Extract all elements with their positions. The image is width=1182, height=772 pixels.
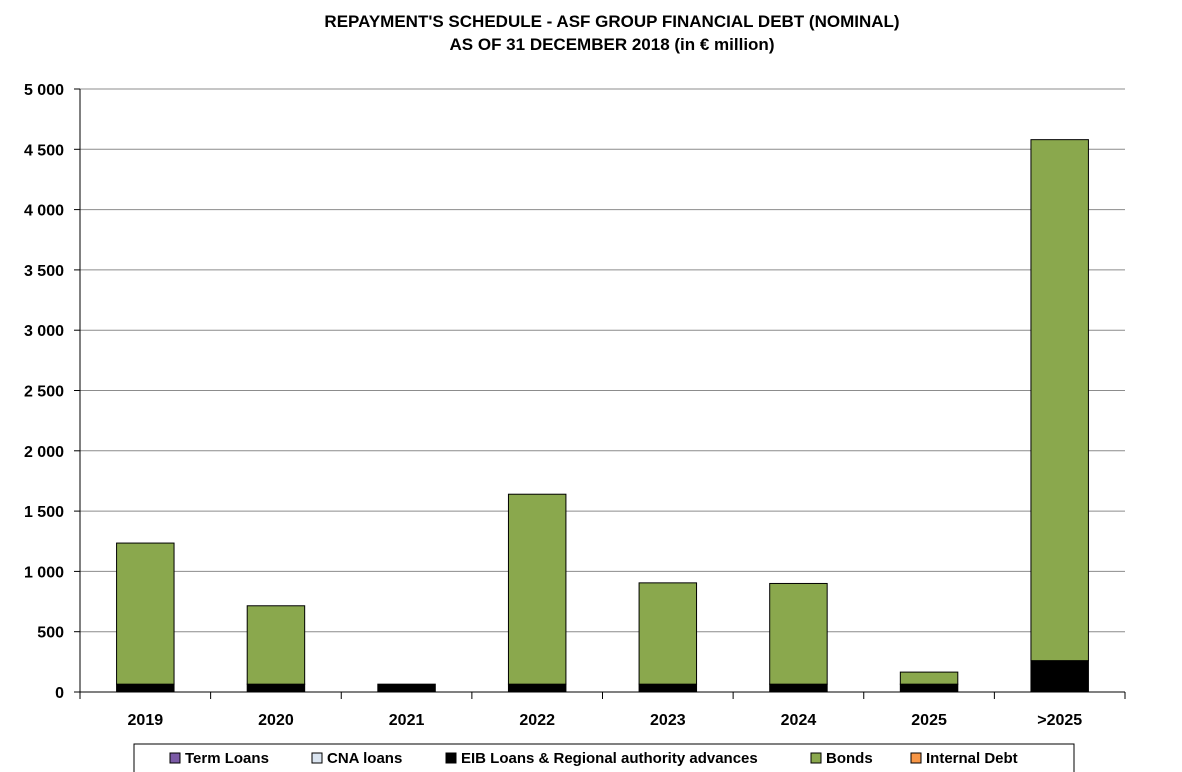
bars: [116, 139, 1089, 693]
bar-segment: [638, 582, 698, 685]
legend-label: Term Loans: [185, 750, 269, 767]
bar-segment: [899, 671, 959, 685]
x-tick-label: 2019: [128, 712, 164, 729]
bar-segment: [1030, 139, 1089, 662]
bar-segment: [246, 683, 306, 693]
bar-segment: [377, 683, 436, 693]
legend-swatch: [169, 752, 181, 764]
gridlines: [80, 88, 1125, 633]
bar-segment: [638, 683, 698, 693]
bar-segment: [1030, 660, 1089, 693]
y-tick-label: 4 500: [24, 142, 64, 159]
legend-label: CNA loans: [327, 750, 402, 767]
bar-segment: [769, 582, 828, 685]
legend-swatch: [311, 752, 323, 764]
legend-label: Internal Debt: [926, 750, 1018, 767]
y-tick-label: 500: [37, 625, 64, 642]
y-tick-label: 0: [55, 685, 64, 702]
x-tick-label: 2024: [781, 712, 817, 729]
bar-segment: [769, 683, 828, 693]
legend-label: EIB Loans & Regional authority advances: [461, 750, 758, 767]
bar-segment: [507, 683, 567, 693]
y-tick-label: 2 000: [24, 444, 64, 461]
x-tick-label: 2022: [519, 712, 555, 729]
legend-swatch: [910, 752, 922, 764]
bar-segment: [507, 493, 567, 685]
legend-swatch: [445, 752, 457, 764]
y-tick-label: 1 000: [24, 564, 64, 581]
bar-segment: [116, 683, 175, 693]
x-tick-label: 2020: [258, 712, 294, 729]
x-axis-tick-labels: 2019 2020 2021 2022 2023 2024 2025 >2025: [128, 712, 1083, 729]
y-tick-label: 4 000: [24, 203, 64, 220]
x-tick-label: >2025: [1037, 712, 1082, 729]
x-tick-label: 2025: [911, 712, 947, 729]
bar-segment: [116, 542, 175, 685]
legend-label: Bonds: [826, 750, 873, 767]
x-tick-label: 2021: [389, 712, 425, 729]
y-axis-tick-labels: 0 500 1 000 1 500 2 000 2 500 3 000 3 500 4 000 4…: [24, 82, 64, 702]
x-tick-label: 2023: [650, 712, 686, 729]
y-tick-label: 3 500: [24, 263, 64, 280]
y-tick-label: 3 000: [24, 323, 64, 340]
legend-swatch: [810, 752, 822, 764]
y-tick-label: 5 000: [24, 82, 64, 99]
bar-segment: [246, 605, 306, 685]
chart-title: REPAYMENT'S SCHEDULE - ASF GROUP FINANCI…: [324, 12, 899, 31]
y-tick-label: 1 500: [24, 504, 64, 521]
chart-subtitle: AS OF 31 DECEMBER 2018 (in € million): [450, 35, 775, 54]
y-tick-label: 2 500: [24, 384, 64, 401]
axes: [74, 88, 1126, 699]
legend: Term Loans CNA loans EIB Loans & Regional …: [133, 743, 1075, 772]
bar-segment: [899, 683, 959, 693]
